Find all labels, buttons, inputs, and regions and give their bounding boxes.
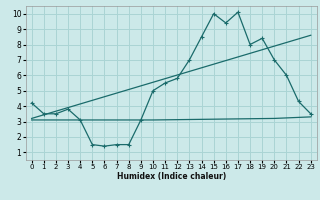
X-axis label: Humidex (Indice chaleur): Humidex (Indice chaleur)	[116, 172, 226, 181]
